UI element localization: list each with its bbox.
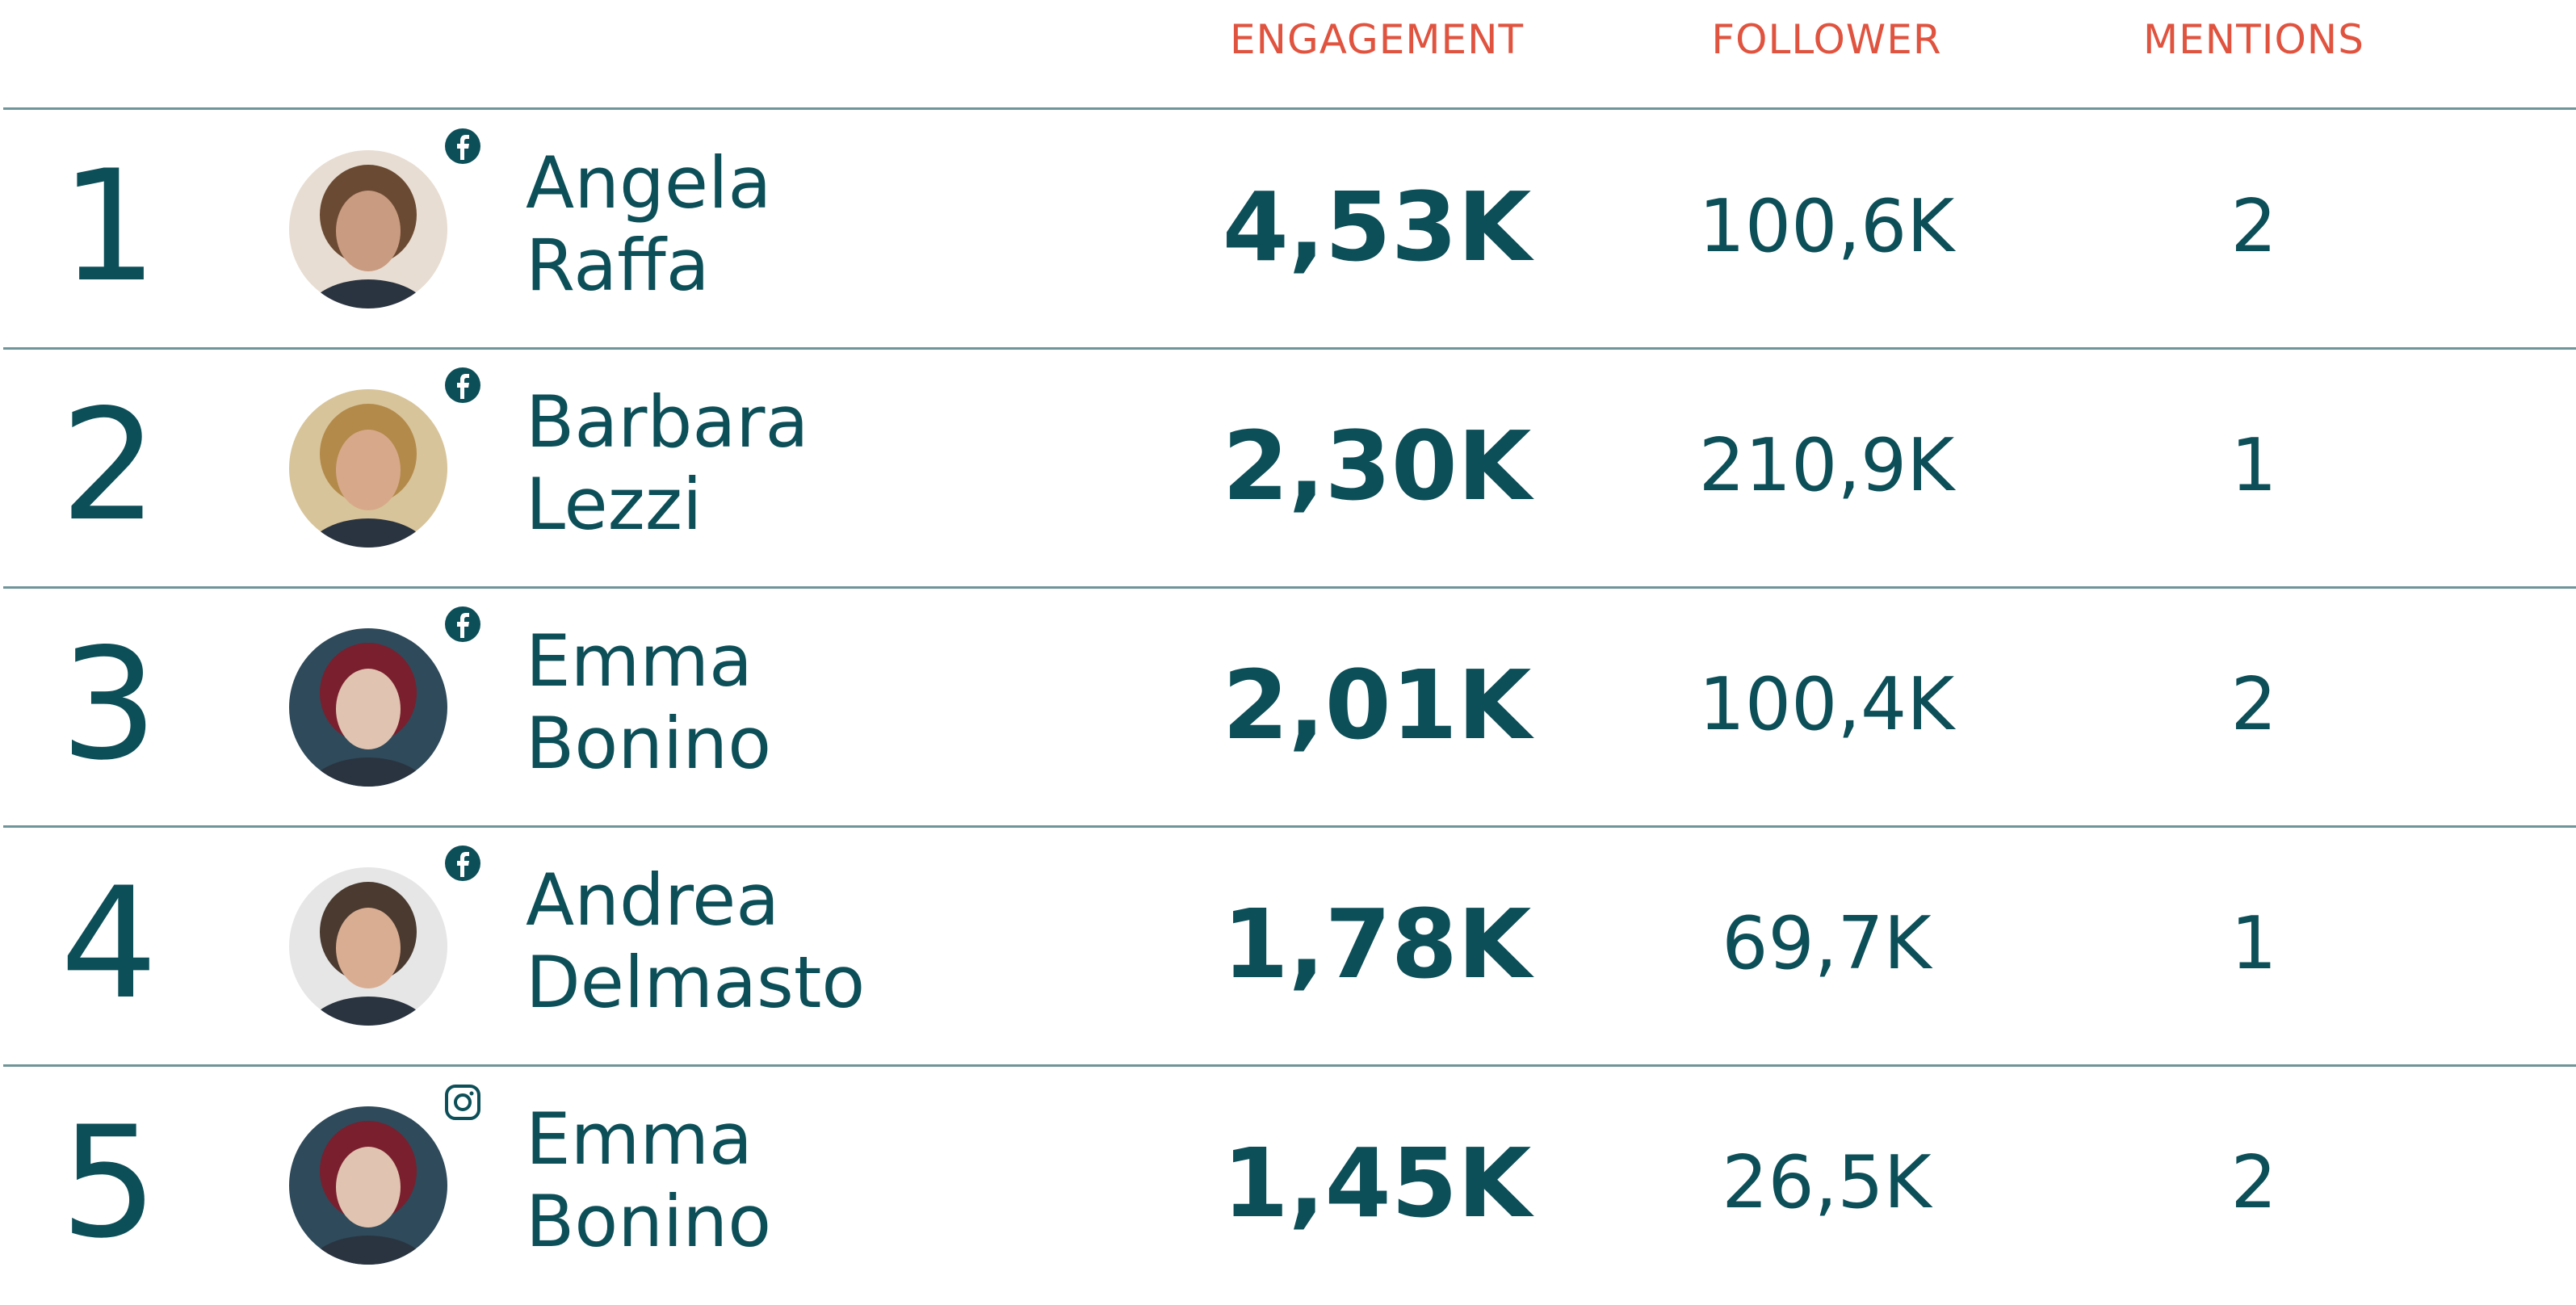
avatar <box>289 389 447 548</box>
row: 2 Barbara Lezzi 2,30K 210,9K 1 <box>0 349 2576 588</box>
facebook-icon <box>445 606 480 642</box>
divider <box>3 107 2576 110</box>
follower: 69,7K <box>1722 901 1932 986</box>
row: 3 Emma Bonino 2,01K 100,4K 2 <box>0 588 2576 827</box>
last-name: Raffa <box>526 224 710 307</box>
rank: 2 <box>60 376 158 555</box>
divider <box>3 825 2576 828</box>
first-name: Angela <box>526 141 772 224</box>
last-name: Bonino <box>526 1180 772 1263</box>
follower: 26,5K <box>1722 1140 1932 1225</box>
engagement: 2,30K <box>1222 410 1532 522</box>
last-name: Bonino <box>526 702 772 785</box>
row: 1 Angela Raffa 4,53K 100,6K 2 <box>0 110 2576 349</box>
name: Barbara Lezzi <box>526 381 808 546</box>
first-name: Emma <box>526 1097 753 1181</box>
mentions: 1 <box>2230 901 2277 986</box>
rank: 4 <box>60 854 158 1033</box>
header-engagement: ENGAGEMENT <box>1229 16 1525 63</box>
name: Emma Bonino <box>526 620 771 785</box>
divider <box>3 1064 2576 1067</box>
first-name: Emma <box>526 619 753 703</box>
rank: 5 <box>60 1093 158 1272</box>
mentions: 2 <box>2230 662 2277 747</box>
instagram-icon <box>445 1085 480 1120</box>
last-name: Delmasto <box>526 941 866 1024</box>
follower: 100,4K <box>1698 662 1955 747</box>
divider <box>3 586 2576 589</box>
avatar <box>289 628 447 787</box>
header-mentions: MENTIONS <box>2143 16 2364 63</box>
engagement: 1,45K <box>1222 1127 1532 1239</box>
follower: 100,6K <box>1698 184 1955 269</box>
mentions: 2 <box>2230 184 2277 269</box>
divider <box>3 347 2576 350</box>
mentions: 1 <box>2230 423 2277 508</box>
avatar <box>289 1106 447 1265</box>
facebook-icon <box>445 128 480 164</box>
row: 5 Emma Bonino 1,45K 26,5K 2 <box>0 1066 2576 1305</box>
row: 4 Andrea Delmasto 1,78K 69,7K 1 <box>0 827 2576 1066</box>
first-name: Barbara <box>526 380 809 464</box>
engagement: 2,01K <box>1222 649 1532 761</box>
name: Emma Bonino <box>526 1098 771 1263</box>
follower: 210,9K <box>1698 423 1955 508</box>
rank: 3 <box>60 615 158 794</box>
engagement: 1,78K <box>1222 888 1532 1000</box>
rank: 1 <box>60 137 158 316</box>
facebook-icon <box>445 367 480 403</box>
avatar <box>289 867 447 1026</box>
last-name: Lezzi <box>526 463 703 546</box>
name: Andrea Delmasto <box>526 859 865 1024</box>
mentions: 2 <box>2230 1140 2277 1225</box>
name: Angela Raffa <box>526 142 771 307</box>
engagement: 4,53K <box>1222 171 1532 283</box>
avatar <box>289 150 447 308</box>
first-name: Andrea <box>526 858 780 942</box>
header-follower: FOLLOWER <box>1711 16 1942 63</box>
facebook-icon <box>445 846 480 881</box>
